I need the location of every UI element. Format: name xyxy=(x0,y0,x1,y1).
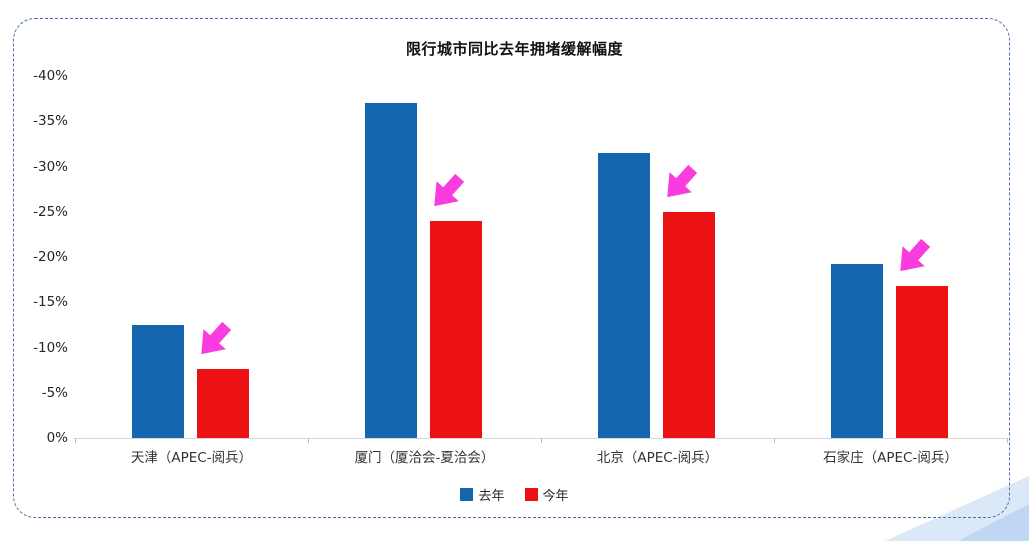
bar-this-year xyxy=(196,369,249,438)
legend-swatch-icon xyxy=(524,488,538,501)
y-axis-tick-label: -10% xyxy=(33,339,68,356)
bar-last-year xyxy=(131,324,184,438)
y-axis-tick-label: -40% xyxy=(33,68,68,84)
bar-this-year xyxy=(895,285,948,438)
bar-last-year xyxy=(830,264,883,438)
legend: 去年 今年 xyxy=(0,485,1029,504)
bar-this-year xyxy=(662,211,715,438)
x-axis-tick xyxy=(308,438,309,443)
decrease-arrow-icon xyxy=(190,317,238,363)
legend-label: 今年 xyxy=(542,489,569,504)
bar-last-year xyxy=(597,152,650,438)
y-axis-tick-label: -20% xyxy=(33,249,68,265)
y-axis-tick-label: -25% xyxy=(33,203,68,220)
y-axis-tick-label: -5% xyxy=(41,384,68,401)
x-axis-tick xyxy=(1007,438,1008,443)
x-axis-tick xyxy=(774,438,775,443)
x-axis-category-label: 北京（APEC-阅兵） xyxy=(596,450,719,466)
legend-item-last-year: 去年 xyxy=(460,485,505,504)
x-axis-category-label: 石家庄（APEC-阅兵） xyxy=(823,450,958,466)
chart-title: 限行城市同比去年拥堵缓解幅度 xyxy=(405,40,623,58)
bar-last-year xyxy=(364,103,417,438)
x-axis-tick xyxy=(75,438,76,443)
x-axis-category-label: 天津（APEC-阅兵） xyxy=(130,450,253,466)
legend-swatch-icon xyxy=(460,488,474,501)
legend-label: 去年 xyxy=(478,489,505,504)
legend-item-this-year: 今年 xyxy=(524,485,569,504)
y-axis-tick-label: -35% xyxy=(33,113,68,130)
x-axis-tick xyxy=(541,438,542,443)
decrease-arrow-icon xyxy=(423,169,471,215)
bar-this-year xyxy=(429,220,482,438)
decrease-arrow-icon xyxy=(889,234,937,280)
y-axis-tick-label: -15% xyxy=(33,294,68,311)
y-axis-tick-label: -30% xyxy=(33,158,68,175)
y-axis-tick-label: 0% xyxy=(46,430,68,446)
x-axis-category-label: 厦门（厦洽会-夏洽会） xyxy=(354,450,495,466)
decrease-arrow-icon xyxy=(656,160,704,206)
